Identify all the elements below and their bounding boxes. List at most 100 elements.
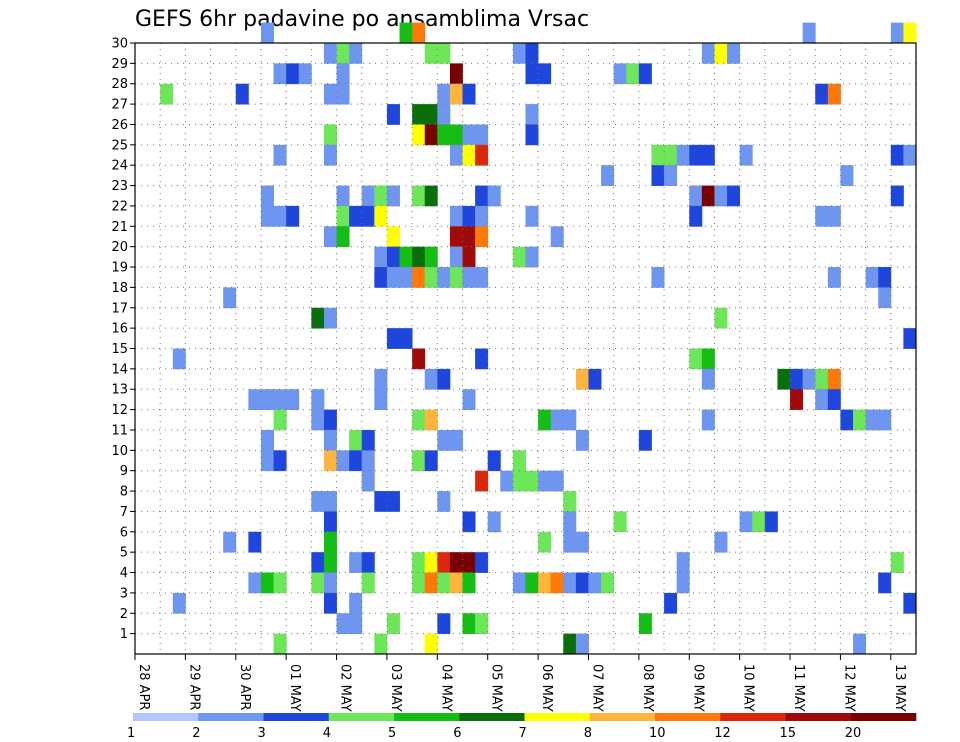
heatmap-cell [412, 124, 426, 146]
heatmap-cell [538, 409, 552, 431]
colorbar-swatch [850, 713, 917, 721]
heatmap-cell [538, 470, 552, 492]
y-tick-label: 13 [111, 383, 128, 398]
heatmap-cell [462, 205, 476, 227]
heatmap-cell [903, 328, 917, 349]
x-tick-label: 28 APR [136, 664, 151, 710]
y-tick-label: 16 [111, 322, 128, 337]
heatmap-cell [525, 572, 539, 594]
heatmap-cell [412, 572, 426, 594]
y-tick-label: 19 [111, 261, 128, 276]
heatmap-cell [424, 246, 438, 268]
heatmap-cell [449, 429, 463, 451]
y-tick-label: 17 [111, 301, 128, 316]
heatmap-cell [525, 124, 539, 146]
heatmap-cell [248, 531, 262, 553]
heatmap-cell [336, 63, 350, 85]
heatmap-cell [462, 572, 476, 594]
heatmap-cell [424, 368, 438, 390]
heatmap-cell [399, 246, 413, 268]
heatmap-cell [487, 185, 501, 207]
heatmap-cell [386, 613, 400, 635]
colorbar-label: 15 [780, 726, 797, 741]
heatmap-cell [802, 22, 816, 44]
colorbar-swatch [328, 713, 395, 721]
heatmap-cell [563, 531, 577, 553]
heatmap-cell [273, 633, 287, 655]
heatmap-cell [361, 450, 375, 472]
heatmap-cell [386, 246, 400, 268]
heatmap-cell [575, 633, 589, 655]
chart-title: GEFS 6hr padavine po ansamblima Vrsac [135, 7, 589, 32]
heatmap-cell [475, 348, 489, 370]
heatmap-cell [437, 83, 451, 105]
heatmap-cell [286, 63, 300, 85]
colorbar-label: 20 [845, 726, 862, 741]
heatmap-cell [878, 267, 892, 288]
heatmap-cell [336, 185, 350, 207]
heatmap-cell [349, 552, 363, 573]
heatmap-cell [475, 267, 489, 288]
x-tick-label: 12 MAY [841, 664, 856, 712]
heatmap-cell [487, 511, 501, 533]
heatmap-cell [336, 205, 350, 227]
heatmap-cell [449, 246, 463, 268]
heatmap-cell [462, 511, 476, 533]
heatmap-cell [172, 592, 186, 614]
heatmap-cell [323, 83, 337, 105]
heatmap-cell [374, 185, 388, 207]
x-tick-label: 29 APR [186, 664, 201, 710]
heatmap-cell [273, 409, 287, 431]
heatmap-cell [374, 491, 388, 512]
heatmap-cell [790, 389, 804, 410]
heatmap-cell [449, 63, 463, 85]
heatmap-cell [311, 307, 325, 329]
heatmap-cell [449, 83, 463, 105]
heatmap-cell [323, 552, 337, 573]
heatmap-cell [361, 552, 375, 573]
x-tick-label: 08 MAY [640, 664, 655, 712]
heatmap-cell [437, 104, 451, 125]
heatmap-cell [475, 205, 489, 227]
heatmap-cell [260, 22, 274, 44]
heatmap-cell [349, 429, 363, 451]
heatmap-cell [336, 613, 350, 635]
y-tick-label: 26 [111, 118, 128, 133]
heatmap-cell [827, 389, 841, 410]
heatmap-cell [449, 144, 463, 166]
heatmap-cell [424, 104, 438, 125]
heatmap-cell [260, 572, 274, 594]
colorbar-swatch [655, 713, 721, 721]
heatmap-cell [248, 389, 262, 410]
heatmap-cell [386, 267, 400, 288]
heatmap-cell [903, 592, 917, 614]
heatmap-cell [462, 124, 476, 146]
heatmap-cell [374, 246, 388, 268]
heatmap-cell [323, 409, 337, 431]
y-tick-label: 30 [111, 37, 128, 52]
heatmap-cell [462, 613, 476, 635]
colorbar-label: 8 [584, 726, 592, 741]
colorbar-label: 4 [323, 726, 331, 741]
heatmap-cell [386, 491, 400, 512]
heatmap-cell [475, 552, 489, 573]
heatmap-cell [412, 267, 426, 288]
heatmap-cell [689, 144, 703, 166]
heatmap-cell [462, 144, 476, 166]
grid-lines [135, 43, 916, 654]
heatmap-cell [588, 368, 602, 390]
colorbar-swatch [263, 713, 330, 721]
colorbar-swatch [198, 713, 264, 721]
heatmap-cell [512, 246, 526, 268]
heatmap-cell [777, 368, 791, 390]
heatmap-cell [701, 43, 715, 64]
heatmap-cell [525, 205, 539, 227]
heatmap-cell [701, 185, 715, 207]
y-tick-label: 15 [111, 342, 128, 357]
colorbar-swatch [133, 713, 199, 721]
heatmap-cell [386, 328, 400, 349]
heatmap-cell [475, 185, 489, 207]
heatmap-cell [903, 144, 917, 166]
heatmap-cells [160, 22, 917, 655]
heatmap-cell [815, 368, 829, 390]
